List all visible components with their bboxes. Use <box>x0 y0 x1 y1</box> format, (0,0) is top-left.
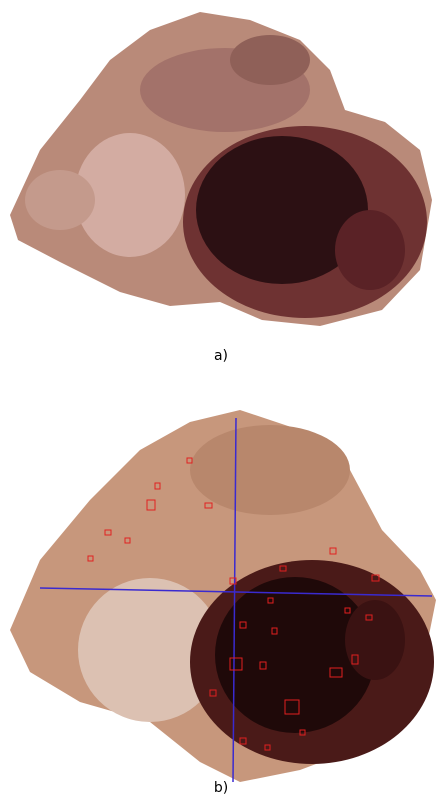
page: a) <box>0 0 442 803</box>
panel-label: b) <box>214 780 228 796</box>
dermoscopy-lesion-image <box>10 410 436 782</box>
segmented-lesion-image <box>10 12 432 326</box>
panel-label: a) <box>214 348 228 364</box>
figure: a) <box>0 0 442 803</box>
